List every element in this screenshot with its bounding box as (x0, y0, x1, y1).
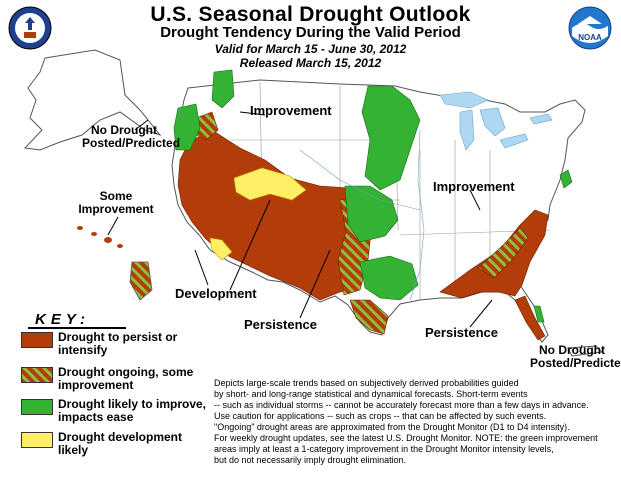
disclaimer-line: Use caution for applications -- such as … (214, 411, 547, 421)
label-some-improvement-line2: Improvement (78, 202, 154, 216)
key-item-persist: Drought to persist or intensify (21, 331, 218, 357)
puerto-rico-land (567, 345, 604, 357)
label-no-drought-alaska-line1: No Drought (91, 123, 157, 137)
key-divider (28, 327, 126, 329)
rivers (299, 129, 425, 301)
label-persistence-southeast: Persistence (425, 325, 498, 340)
release-date: Released March 15, 2012 (239, 56, 382, 70)
key-swatch-persist (21, 332, 53, 348)
disclaimer-line: -- such as individual storms -- cannot b… (214, 400, 589, 410)
disclaimer-line: For weekly drought updates, see the late… (214, 433, 598, 443)
key-label-ongoing-line2: improvement (58, 378, 134, 392)
label-improvement-west: Improvement (250, 103, 332, 118)
key-item-ongoing: Drought ongoing, some improvement (21, 366, 218, 392)
key-title: KEY: (35, 311, 91, 328)
disclaimer-line: "Ongoing" drought areas are approximated… (214, 422, 570, 432)
label-development: Development (175, 286, 257, 301)
key-swatch-ongoing (21, 367, 53, 383)
disclaimer-line: but do not necessarily imply drought eli… (214, 455, 407, 465)
map-subtitle: Drought Tendency During the Valid Period (160, 24, 461, 41)
key-label-ongoing-line1: Drought ongoing, some (58, 365, 194, 379)
key-swatch-improve (21, 399, 53, 415)
label-no-drought-pr: No Drought Posted/Predicted (530, 343, 621, 370)
label-no-drought-alaska: No Drought Posted/Predicted (82, 123, 181, 150)
noaa-logo-icon: NOAA (568, 6, 612, 50)
label-some-improvement: Some Improvement (74, 190, 158, 216)
disclaimer-text: Depicts large-scale trends based on subj… (214, 378, 614, 466)
pointer-lines (107, 111, 583, 353)
disclaimer-line: areas imply at least a 1-category improv… (214, 444, 554, 454)
label-improvement-east: Improvement (433, 179, 515, 194)
label-no-drought-pr-line1: No Drought (539, 343, 605, 357)
key-label-develop-line1: Drought development (58, 430, 183, 444)
disclaimer-line: Depicts large-scale trends based on subj… (214, 378, 519, 388)
label-no-drought-pr-line2: Posted/Predicted (530, 356, 621, 370)
key-label-develop-line2: likely (58, 443, 89, 457)
key-label-persist-line1: Drought to persist or (58, 330, 178, 344)
great-lakes (439, 91, 553, 151)
disclaimer-line: by short- and long-range statistical and… (214, 389, 528, 399)
key-label-improve: Drought likely to improve, impacts ease (58, 398, 218, 424)
develop-areas (209, 167, 307, 261)
key-label-persist-line2: intensify (58, 343, 108, 357)
key-label-develop: Drought development likely (58, 431, 218, 457)
map-title: U.S. Seasonal Drought Outlook (150, 3, 471, 26)
department-of-commerce-seal-icon (8, 6, 52, 50)
improve-areas (173, 69, 573, 323)
valid-period: Valid for March 15 - June 30, 2012 (214, 42, 407, 56)
key-item-improve: Drought likely to improve, impacts ease (21, 398, 218, 424)
key-label-ongoing: Drought ongoing, some improvement (58, 366, 218, 392)
key-label-improve-line1: Drought likely to improve, (58, 397, 207, 411)
label-some-improvement-line1: Some (99, 189, 133, 203)
key-swatch-develop (21, 432, 53, 448)
key-label-persist: Drought to persist or intensify (58, 331, 218, 357)
key-item-develop: Drought development likely (21, 431, 218, 457)
alaska-land (23, 49, 162, 151)
label-persistence-west: Persistence (244, 317, 317, 332)
noaa-logo-text: NOAA (578, 33, 602, 42)
hawaii-islands (77, 226, 153, 301)
label-no-drought-alaska-line2: Posted/Predicted (82, 136, 181, 150)
key-label-improve-line2: impacts ease (58, 410, 134, 424)
